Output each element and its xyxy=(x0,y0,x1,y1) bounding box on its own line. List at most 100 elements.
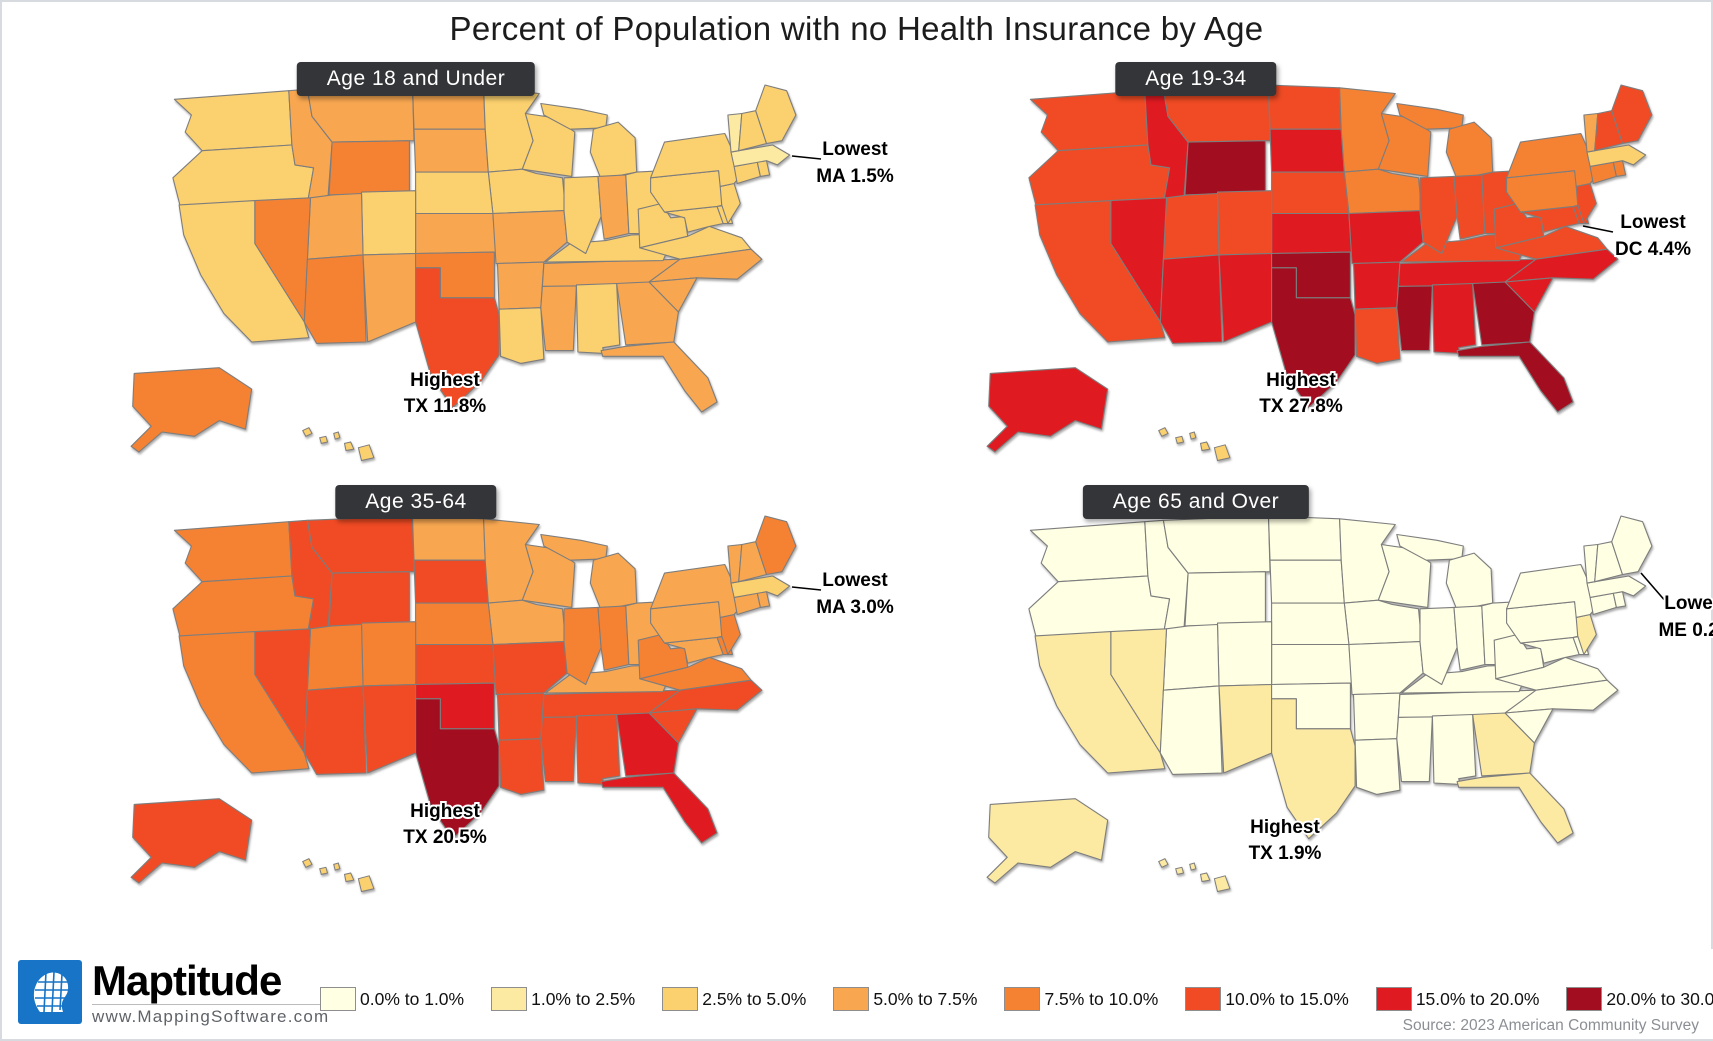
state-wy xyxy=(1184,140,1266,196)
state-hi-island xyxy=(1175,866,1185,875)
logo-url-text[interactable]: www.MappingSoftware.com xyxy=(92,1004,330,1027)
state-hi-island xyxy=(1199,872,1211,883)
legend-swatch-5 xyxy=(1185,987,1222,1011)
state-ny xyxy=(1506,563,1608,618)
state-fl xyxy=(600,341,718,413)
state-ks xyxy=(415,212,497,255)
state-hi-island xyxy=(333,862,341,871)
state-az xyxy=(1159,685,1223,775)
lowest-leader-line xyxy=(791,586,822,591)
state-co xyxy=(1216,190,1273,256)
legend: 0.0% to 1.0% 1.0% to 2.5% 2.5% to 5.0% 5.0%… xyxy=(320,987,1713,1011)
state-ne xyxy=(1271,171,1350,215)
legend-item-1: 1.0% to 2.5% xyxy=(491,987,635,1011)
state-ny xyxy=(1506,132,1608,187)
state-hi-island xyxy=(1175,435,1185,444)
lowest-annotation-value: DC 4.4% xyxy=(1615,239,1691,260)
state-wy xyxy=(1184,571,1266,627)
state-sd xyxy=(413,128,489,173)
state-nm xyxy=(1218,252,1273,343)
state-co xyxy=(360,621,417,687)
state-al xyxy=(575,282,621,354)
legend-swatch-4 xyxy=(1004,987,1041,1011)
lowest-annotation-label: Lowest xyxy=(1620,212,1686,233)
state-ma xyxy=(1586,144,1647,167)
state-in xyxy=(597,605,630,671)
state-wy xyxy=(328,140,410,196)
state-nd xyxy=(1267,84,1342,130)
panel-title-age-65-over: Age 65 and Over xyxy=(1082,485,1310,519)
state-wa xyxy=(1029,521,1149,583)
state-co xyxy=(1216,621,1273,687)
legend-swatch-6 xyxy=(1375,987,1412,1011)
highest-annotation-label: Highest xyxy=(410,370,480,391)
lowest-leader-line xyxy=(1582,225,1614,233)
state-la xyxy=(498,307,545,364)
state-hi-island xyxy=(1158,427,1169,437)
legend-item-4: 7.5% to 10.0% xyxy=(1004,987,1158,1011)
state-ne xyxy=(1271,602,1350,646)
state-ga xyxy=(1472,712,1535,777)
state-ca xyxy=(178,631,310,774)
state-ma xyxy=(730,575,791,598)
state-me xyxy=(1611,515,1653,576)
state-tx xyxy=(1271,267,1356,409)
state-ne xyxy=(415,171,494,215)
map-panel-age-35-64: Age 35-64 Lowest MA 3.0% Highest TX 20.5% xyxy=(2,485,896,916)
us-choropleth-age-19-34: Lowest DC 4.4% Highest TX 27.8% xyxy=(986,84,1693,462)
state-hi-island xyxy=(357,444,375,462)
state-ga xyxy=(616,712,679,777)
state-ak xyxy=(986,798,1109,884)
footer: Maptitude www.MappingSoftware.com 0.0% t… xyxy=(2,949,1713,1039)
lowest-annotation-label: Lowest xyxy=(822,570,888,591)
state-me xyxy=(755,515,797,576)
legend-item-6: 15.0% to 20.0% xyxy=(1375,987,1539,1011)
state-hi-island xyxy=(1199,441,1211,452)
state-ms xyxy=(1396,284,1433,352)
state-nm xyxy=(362,252,417,343)
state-ar xyxy=(1352,692,1401,741)
map-panel-age-18-under: Age 18 and Under Lowest MA 1.5% Highest TX … xyxy=(2,54,896,485)
state-ma xyxy=(1586,575,1647,598)
us-choropleth-age-35-64: Lowest MA 3.0% Highest TX 20.5% xyxy=(130,515,896,893)
state-fl xyxy=(600,772,718,844)
highest-annotation-value: TX 20.5% xyxy=(403,827,487,848)
legend-swatch-0 xyxy=(320,987,356,1011)
legend-swatch-3 xyxy=(833,987,870,1011)
state-al xyxy=(575,713,621,785)
state-me xyxy=(755,84,797,145)
state-ms xyxy=(1396,715,1433,783)
logo-brand-text: Maptitude xyxy=(92,957,282,1004)
highest-annotation-value: TX 27.8% xyxy=(1259,396,1343,417)
highest-annotation-label: Highest xyxy=(1266,370,1336,391)
state-mo xyxy=(492,210,568,265)
lowest-annotation-value: MA 3.0% xyxy=(816,597,894,618)
legend-item-3: 5.0% to 7.5% xyxy=(833,987,977,1011)
state-az xyxy=(303,685,367,775)
state-hi-island xyxy=(319,866,329,875)
source-note: Source: 2023 American Community Survey xyxy=(1402,1017,1699,1034)
state-la xyxy=(1354,738,1401,795)
state-az xyxy=(1159,254,1223,344)
state-ms xyxy=(540,284,577,352)
state-me xyxy=(1611,84,1653,145)
state-fl xyxy=(1456,341,1574,413)
state-ak xyxy=(986,367,1109,453)
legend-label-2: 2.5% to 5.0% xyxy=(702,988,807,1009)
state-co xyxy=(360,190,417,256)
state-nm xyxy=(362,683,417,774)
state-sd xyxy=(1269,559,1345,604)
legend-label-7: 20.0% to 30.0% xyxy=(1606,988,1713,1009)
lowest-annotation-label: Lowest xyxy=(822,139,888,160)
state-ak xyxy=(130,367,253,453)
state-hi-island xyxy=(302,858,313,868)
state-wa xyxy=(173,90,293,152)
state-in xyxy=(597,174,630,240)
state-nd xyxy=(411,515,486,561)
maptitude-logo[interactable]: Maptitude www.MappingSoftware.com xyxy=(18,957,330,1027)
legend-label-4: 7.5% to 10.0% xyxy=(1044,988,1159,1009)
state-al xyxy=(1431,282,1477,354)
highest-annotation-label: Highest xyxy=(410,801,480,822)
state-mo xyxy=(492,641,568,696)
map-panel-age-65-over: Age 65 and Over Lowest ME 0.2% Highest TX 1… xyxy=(858,485,1713,916)
